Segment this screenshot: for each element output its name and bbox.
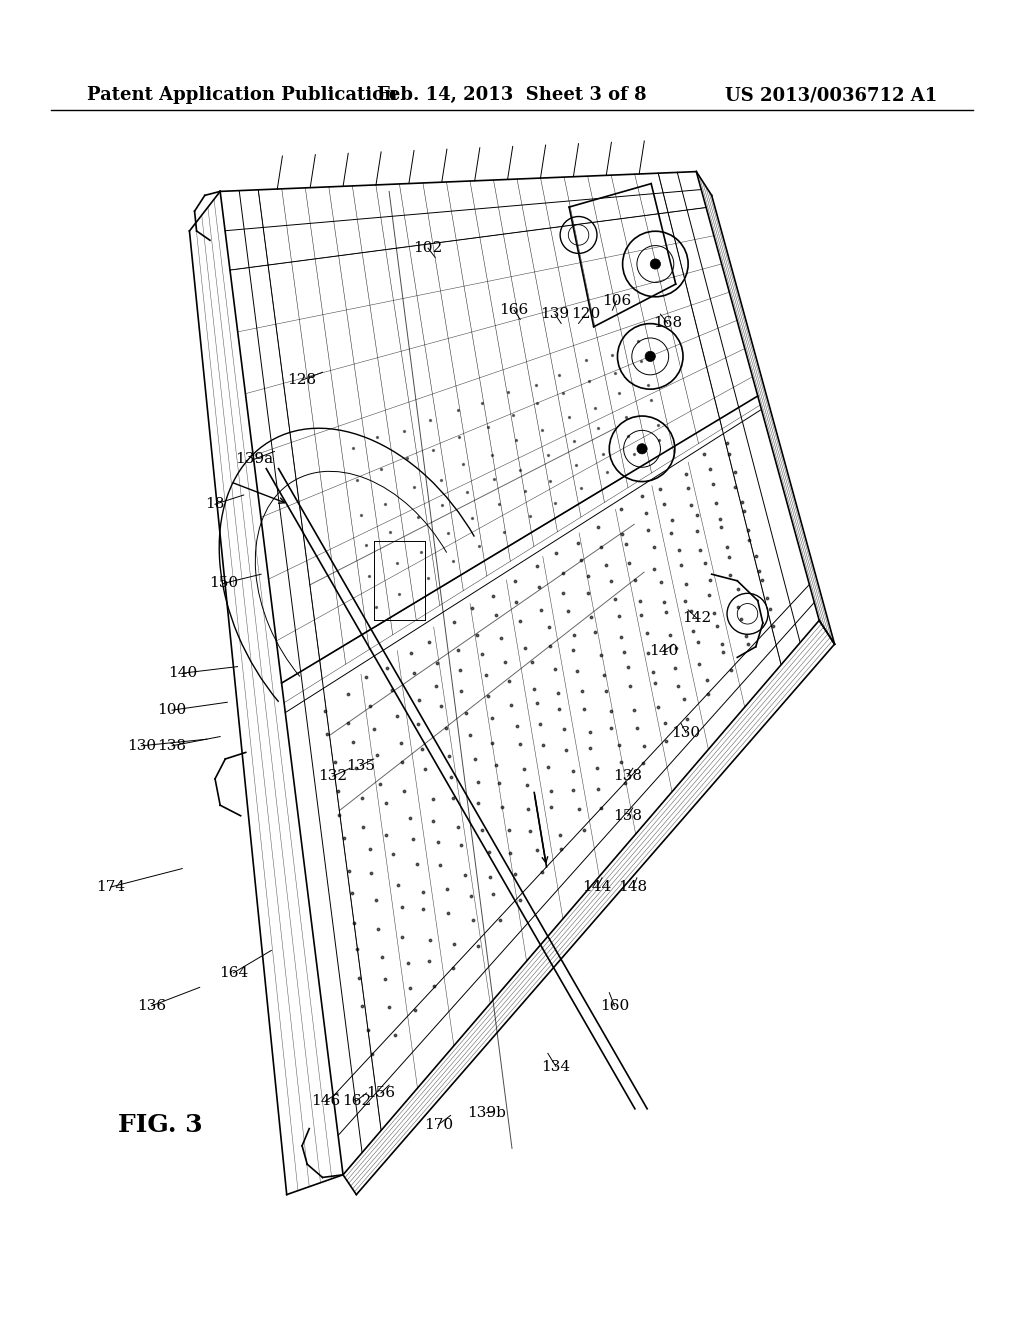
Text: 138: 138 [613,770,642,783]
Text: 164: 164 [219,966,248,979]
Text: 158: 158 [613,809,642,822]
Text: 100: 100 [158,704,186,717]
Text: 132: 132 [318,770,347,783]
Text: 168: 168 [653,317,682,330]
Text: 135: 135 [346,759,375,772]
Text: 148: 148 [618,880,647,894]
Text: 162: 162 [342,1094,371,1107]
Text: 139a: 139a [234,453,273,466]
Text: Patent Application Publication: Patent Application Publication [87,86,397,104]
Text: 144: 144 [583,880,611,894]
Text: 166: 166 [500,304,528,317]
Text: 120: 120 [571,308,600,321]
Text: 146: 146 [311,1094,340,1107]
Text: 139b: 139b [467,1106,506,1119]
Text: Feb. 14, 2013  Sheet 3 of 8: Feb. 14, 2013 Sheet 3 of 8 [377,86,647,104]
Text: FIG. 3: FIG. 3 [118,1113,203,1137]
Text: 128: 128 [288,374,316,387]
Text: 140: 140 [168,667,197,680]
Text: 130: 130 [672,726,700,739]
Text: 142: 142 [682,611,711,624]
Text: 102: 102 [414,242,442,255]
Text: 134: 134 [542,1060,570,1073]
Circle shape [645,351,655,362]
Text: 174: 174 [96,880,125,894]
Text: 160: 160 [600,999,629,1012]
Text: 139: 139 [541,308,569,321]
Text: 130: 130 [127,739,156,752]
Text: 140: 140 [649,644,678,657]
Text: 138: 138 [158,739,186,752]
Text: 156: 156 [367,1086,395,1100]
Circle shape [650,259,660,269]
Text: 170: 170 [424,1118,453,1131]
Text: 106: 106 [602,294,631,308]
Text: 136: 136 [137,999,166,1012]
Text: US 2013/0036712 A1: US 2013/0036712 A1 [725,86,937,104]
Circle shape [637,444,647,454]
Text: 18: 18 [206,498,224,511]
Text: 150: 150 [209,577,238,590]
